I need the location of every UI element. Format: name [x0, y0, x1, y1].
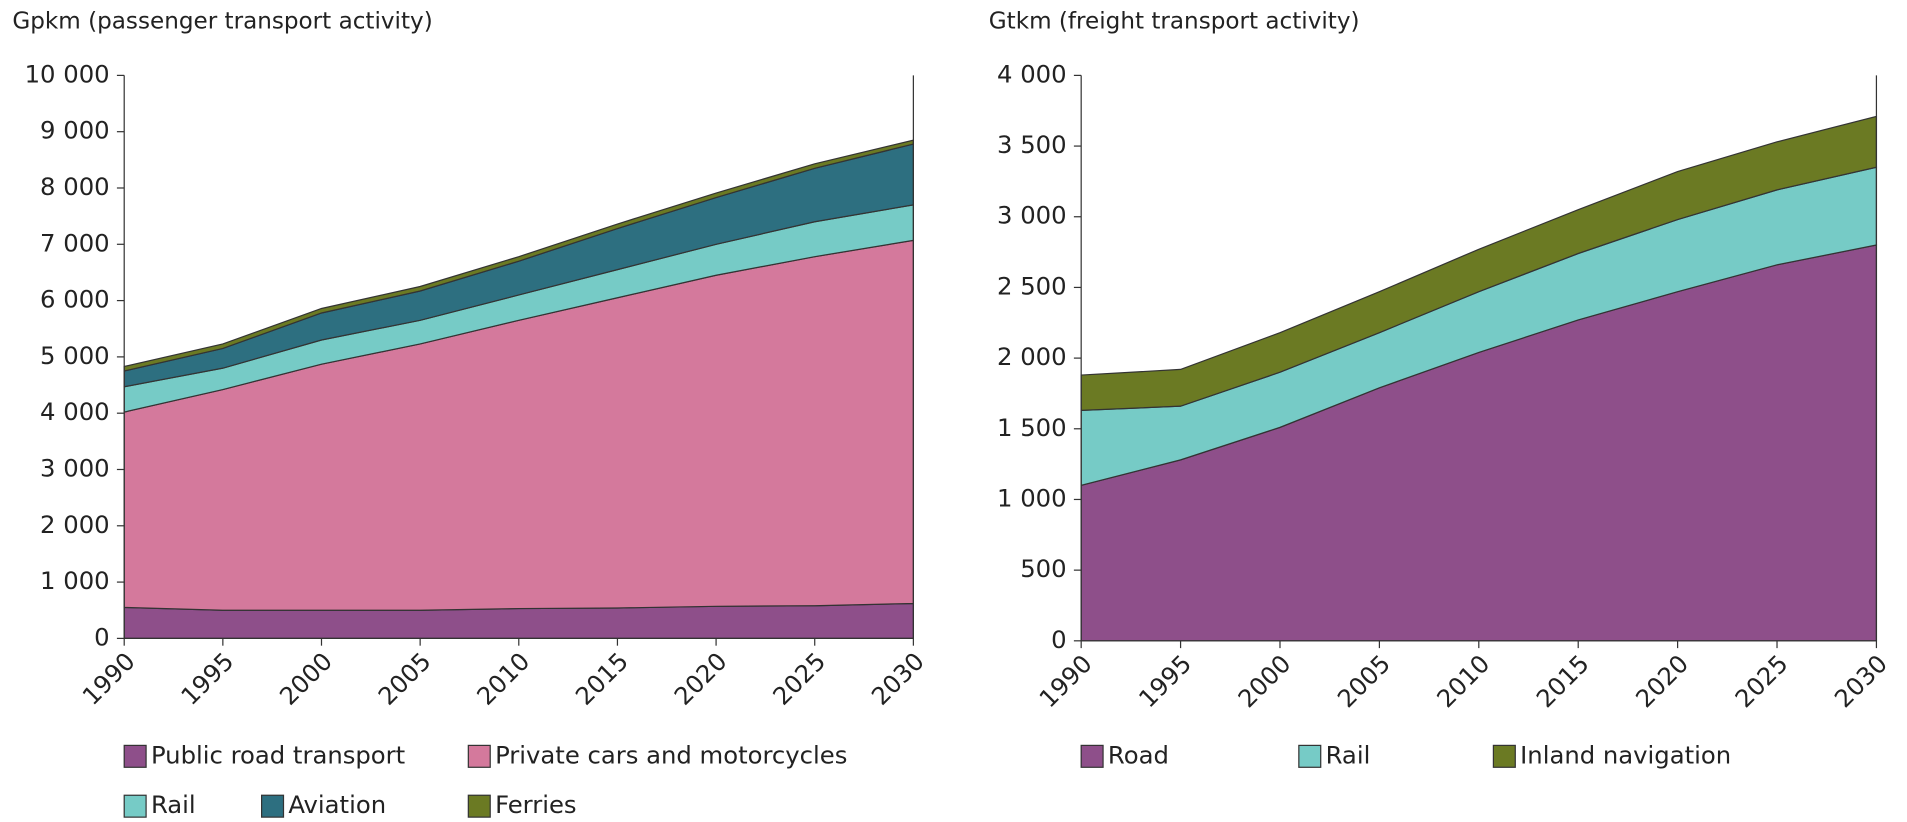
- legend-label: Ferries: [495, 790, 577, 819]
- x-tick-label: 2010: [1431, 649, 1495, 713]
- y-tick-label: 3 500: [997, 130, 1067, 159]
- x-tick-label: 2030: [866, 647, 930, 711]
- y-tick-label: 2 000: [997, 342, 1067, 371]
- y-tick-label: 7 000: [40, 228, 110, 257]
- y-tick-label: 4 000: [40, 397, 110, 426]
- y-tick-label: 0: [94, 622, 109, 651]
- x-tick-label: 1990: [1033, 649, 1097, 713]
- x-tick-label: 1990: [76, 647, 140, 711]
- legend-swatch: [261, 794, 285, 818]
- x-tick-label: 2015: [570, 647, 634, 711]
- x-tick-label: 2025: [1729, 649, 1793, 713]
- legend-label: Road: [1108, 740, 1169, 769]
- legend-swatch: [1492, 744, 1516, 768]
- legend-label: Public road transport: [151, 740, 405, 769]
- legend-label: Rail: [1326, 740, 1371, 769]
- y-tick-label: 1 500: [997, 413, 1067, 442]
- legend-label: Private cars and motorcycles: [495, 740, 847, 769]
- y-tick-label: 4 000: [997, 59, 1067, 88]
- legend-swatch: [123, 744, 147, 768]
- y-tick-label: 1 000: [997, 483, 1067, 512]
- x-tick-label: 2025: [767, 647, 831, 711]
- legend-swatch: [467, 794, 491, 818]
- y-tick-label: 0: [1051, 625, 1066, 654]
- y-tick-label: 5 000: [40, 341, 110, 370]
- y-tick-label: 1 000: [40, 566, 110, 595]
- y-tick-label: 3 000: [997, 201, 1067, 230]
- y-tick-label: 2 500: [997, 271, 1067, 300]
- y-tick-label: 2 000: [40, 510, 110, 539]
- x-tick-label: 2015: [1530, 649, 1594, 713]
- legend-label: Inland navigation: [1520, 740, 1731, 769]
- y-tick-label: 10 000: [25, 59, 110, 88]
- y-tick-label: 8 000: [40, 172, 110, 201]
- x-tick-label: 2000: [274, 647, 338, 711]
- legend-label: Aviation: [288, 790, 386, 819]
- legend-swatch: [1080, 744, 1104, 768]
- x-tick-label: 1995: [1133, 649, 1197, 713]
- chart-title: Gpkm (passenger transport activity): [12, 8, 432, 34]
- legend-swatch: [1298, 744, 1322, 768]
- y-tick-label: 3 000: [40, 453, 110, 482]
- x-tick-label: 1995: [175, 647, 239, 711]
- legend-label: Rail: [151, 790, 196, 819]
- x-tick-label: 2030: [1829, 649, 1893, 713]
- x-tick-label: 2005: [1332, 649, 1396, 713]
- x-tick-label: 2010: [471, 647, 535, 711]
- legend-swatch: [123, 794, 147, 818]
- x-tick-label: 2020: [1630, 649, 1694, 713]
- x-tick-label: 2005: [372, 647, 436, 711]
- legend-swatch: [467, 744, 491, 768]
- y-tick-label: 6 000: [40, 285, 110, 314]
- chart-title: Gtkm (freight transport activity): [989, 8, 1360, 34]
- y-tick-label: 9 000: [40, 116, 110, 145]
- y-tick-label: 500: [1020, 554, 1066, 583]
- x-tick-label: 2020: [668, 647, 732, 711]
- x-tick-label: 2000: [1232, 649, 1296, 713]
